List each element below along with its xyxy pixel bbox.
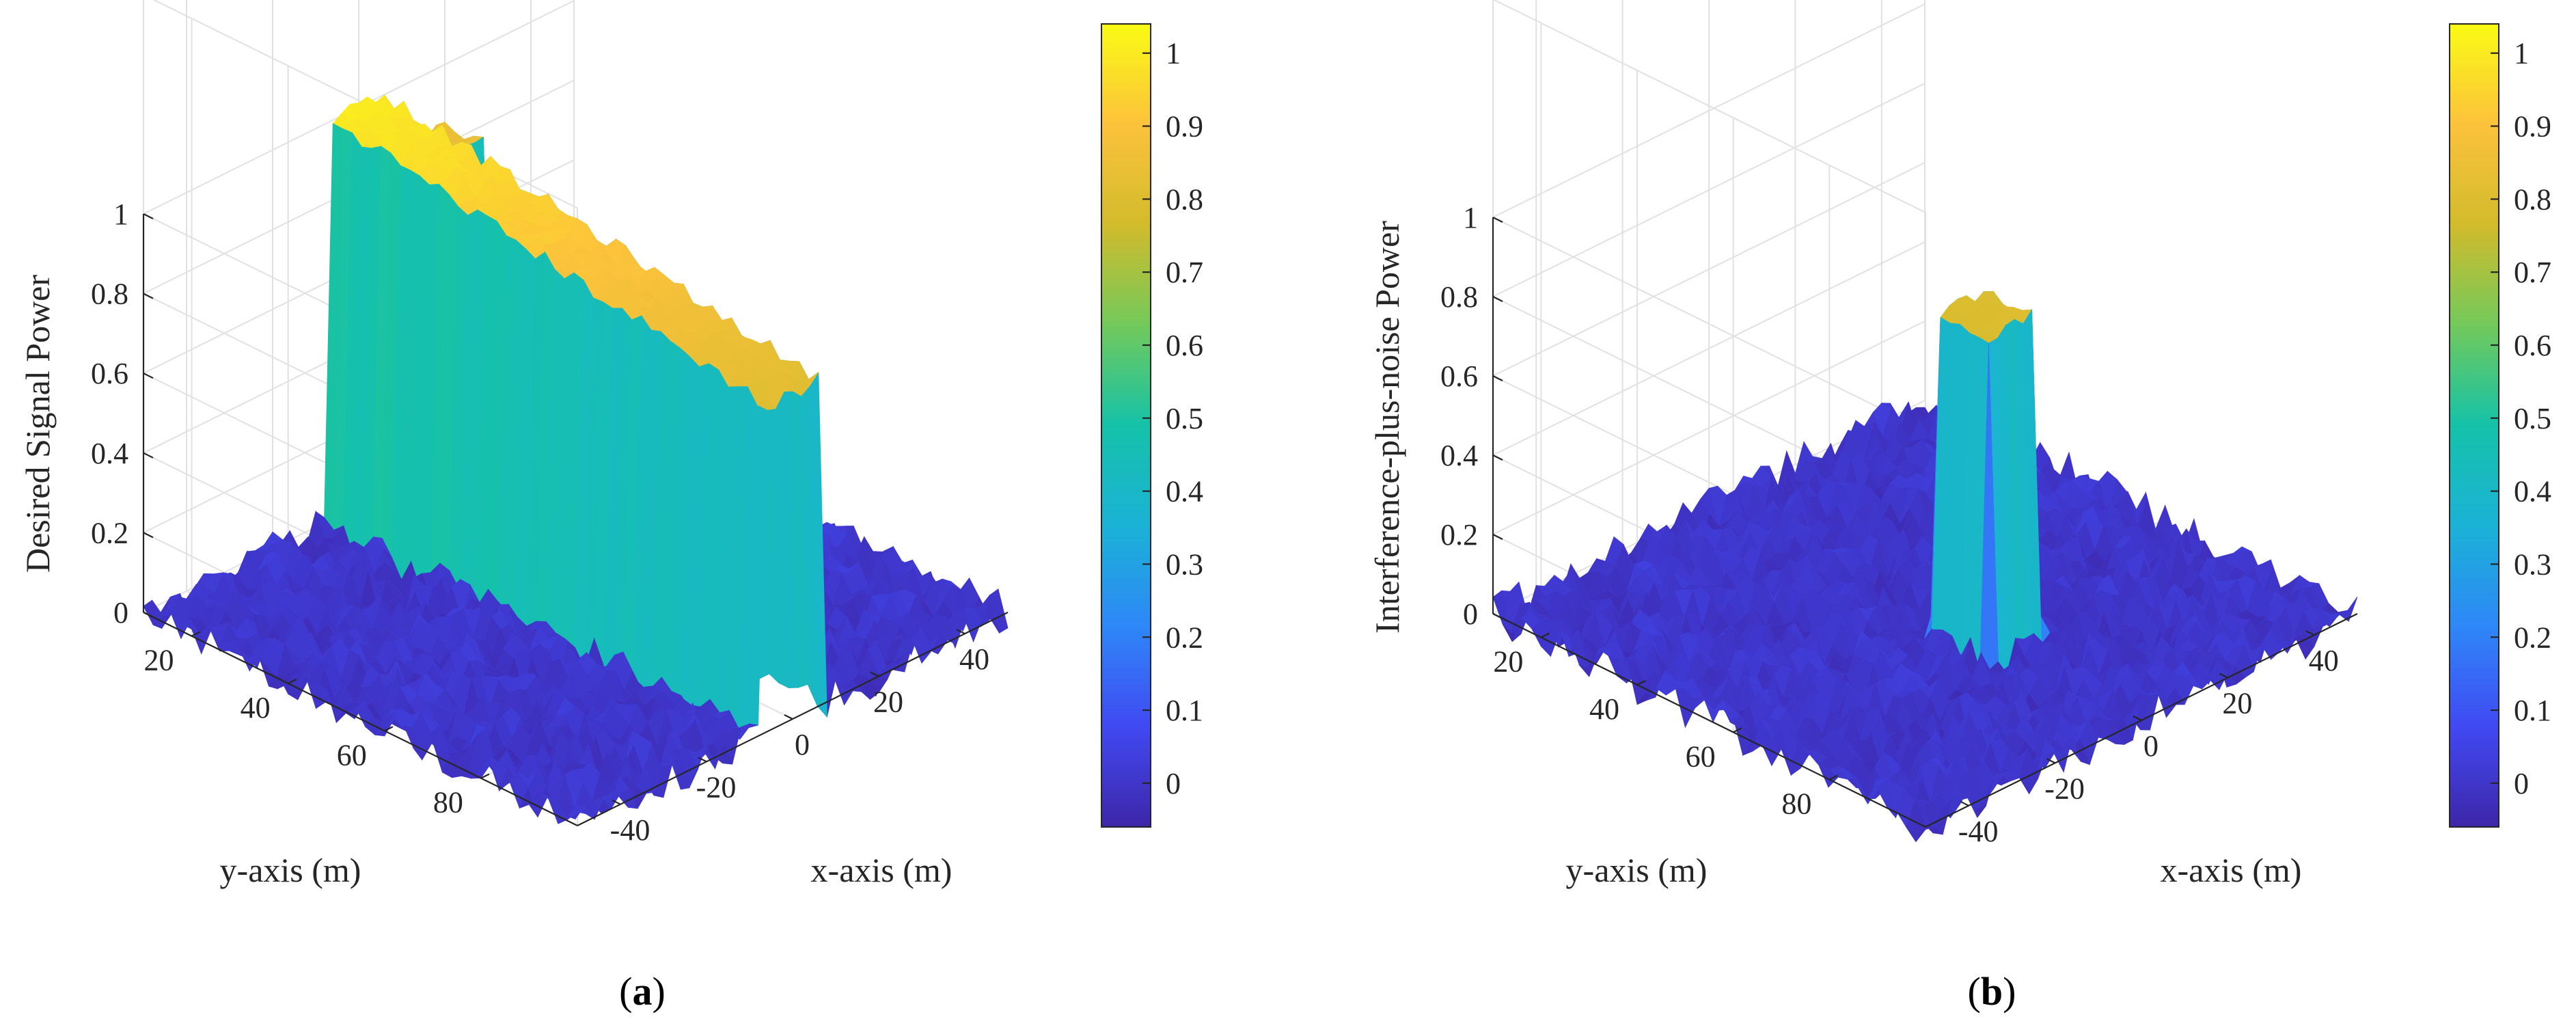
panel-a-xlabel: x-axis (m): [811, 851, 953, 889]
panel-a-colorbar-ticks: 0 0.1 0.2 0.3 0.4 0.5 0.6 0.7 0.8 0.9 1: [1142, 37, 1203, 800]
colorbar-tick-label: 0.9: [2514, 110, 2551, 144]
panel-b-caption-letter: b: [1981, 969, 2003, 1014]
z-tick-label: 0.2: [91, 516, 128, 549]
colorbar-tick-label: 1: [2514, 37, 2529, 70]
x-tick-label: 20: [2222, 687, 2252, 720]
y-tick-mark: [288, 679, 297, 684]
z-tick-mark: [143, 372, 154, 379]
z-tick-label: 0: [1463, 597, 1478, 631]
colorbar-tick-label: 0: [1166, 767, 1181, 800]
x-tick-mark: [784, 714, 793, 720]
z-tick-mark: [1492, 217, 1503, 223]
colorbar-tick-label: 0.4: [1166, 475, 1203, 508]
panel-a-caption-letter: a: [633, 969, 653, 1014]
x-tick-label: 40: [2309, 644, 2339, 677]
z-tick-mark: [143, 293, 154, 299]
z-tick-mark: [143, 612, 154, 618]
y-tick-label: 60: [337, 738, 367, 772]
z-tick-label: 0.2: [1440, 518, 1478, 552]
colorbar-tick-label: 0.3: [1166, 547, 1203, 581]
panel-b: 0 0.2 0.4 0.6 0.8 1 20 40 60 80 -40 -20 0 20 40 Interf…: [1368, 0, 2551, 1014]
colorbar-tick-label: 0.1: [1166, 694, 1203, 727]
panel-a: 0 0.2 0.4 0.6 0.8 1 20 40 60 80 -40 -20 0 20 40 Desire…: [18, 0, 1203, 1014]
colorbar-tick-label: 0.9: [1166, 110, 1203, 144]
colorbar-tick-label: 0.1: [2514, 694, 2551, 727]
z-tick-label: 0.4: [1440, 439, 1478, 472]
x-tick-label: -40: [1958, 815, 1999, 848]
z-tick-mark: [143, 532, 154, 539]
colorbar-tick-label: 0: [2514, 767, 2529, 800]
z-tick-mark: [1492, 375, 1503, 381]
x-tick-label: 20: [873, 685, 903, 719]
z-tick-label: 0.6: [91, 357, 128, 390]
z-tick-label: 0.8: [1440, 280, 1478, 314]
colorbar-tick-label: 0.8: [1166, 182, 1203, 216]
y-tick-label: 20: [144, 644, 174, 677]
z-tick-label: 1: [1463, 201, 1478, 234]
colorbar-tick-label: 0.6: [1166, 329, 1203, 362]
y-tick-mark: [191, 631, 201, 637]
colorbar-tick-label: 0.8: [2514, 182, 2551, 216]
z-tick-mark: [1492, 534, 1503, 540]
z-tick-mark: [1492, 296, 1503, 302]
y-tick-label: 60: [1686, 739, 1716, 773]
colorbar-tick-label: 0.6: [2514, 329, 2551, 362]
colorbar-tick-label: 1: [1166, 37, 1181, 70]
z-tick-mark: [143, 452, 154, 459]
panel-a-surface: [143, 94, 1009, 824]
y-tick-label: 40: [1589, 692, 1619, 726]
x-tick-label: 0: [795, 728, 810, 761]
y-tick-label: 20: [1493, 645, 1523, 679]
surface-patch: [567, 804, 587, 820]
panel-a-zlabel: Desired Signal Power: [18, 275, 57, 573]
z-tick-mark: [1492, 454, 1503, 461]
colorbar-tick-label: 0.2: [1166, 621, 1203, 654]
colorbar-tick-label: 0.5: [2514, 402, 2551, 435]
panel-b-caption: (b): [1968, 969, 2016, 1014]
x-tick-label: -20: [2044, 772, 2085, 805]
colorbar-tick-label: 0.2: [2514, 621, 2551, 654]
panel-b-zlabel: Interference-plus-noise Power: [1368, 221, 1406, 634]
z-tick-mark: [143, 213, 154, 219]
colorbar-tick-label: 0.4: [2514, 475, 2551, 508]
y-axis-line: [143, 612, 578, 826]
colorbar-tick-label: 0.7: [2514, 256, 2551, 289]
panel-a-colorbar: [1101, 23, 1151, 828]
colorbar-tick-label: 0.3: [2514, 547, 2551, 581]
x-tick-mark: [1960, 800, 1969, 806]
y-tick-mark: [384, 726, 394, 732]
z-tick-label: 0: [113, 596, 128, 629]
x-tick-label: -20: [696, 770, 737, 804]
x-tick-mark: [698, 757, 707, 763]
colorbar-tick-label: 0.5: [1166, 402, 1203, 435]
panel-b-xlabel: x-axis (m): [2161, 851, 2302, 889]
panel-b-colorbar: [2449, 23, 2499, 828]
z-tick-label: 0.4: [91, 437, 128, 470]
y-tick-label: 80: [1781, 787, 1811, 821]
x-tick-label: 40: [959, 642, 989, 676]
grid-line: [1492, 0, 1926, 213]
x-tick-label: -40: [610, 813, 650, 847]
y-tick-label: 80: [433, 786, 463, 819]
panel-b-surface: [1492, 290, 2358, 843]
colorbar-tick-label: 0.7: [1166, 256, 1203, 289]
y-tick-mark: [480, 773, 490, 779]
panel-a-caption: (a): [619, 969, 666, 1014]
z-tick-label: 0.6: [1440, 359, 1478, 393]
x-tick-mark: [870, 671, 879, 677]
panel-b-colorbar-ticks: 0 0.1 0.2 0.3 0.4 0.5 0.6 0.7 0.8 0.9 1: [2491, 37, 2551, 800]
y-tick-label: 40: [241, 691, 271, 724]
x-tick-mark: [612, 799, 621, 805]
x-tick-label: 0: [2143, 729, 2159, 763]
z-tick-label: 1: [113, 198, 128, 231]
z-tick-label: 0.8: [91, 277, 128, 311]
panel-b-ylabel: y-axis (m): [1566, 851, 1708, 889]
panel-a-axes: 0 0.2 0.4 0.6 0.8 1 20 40 60 80 -40 -20 0 20 40: [91, 198, 1009, 847]
x-tick-mark: [956, 629, 965, 635]
panel-a-ylabel: y-axis (m): [220, 851, 361, 889]
